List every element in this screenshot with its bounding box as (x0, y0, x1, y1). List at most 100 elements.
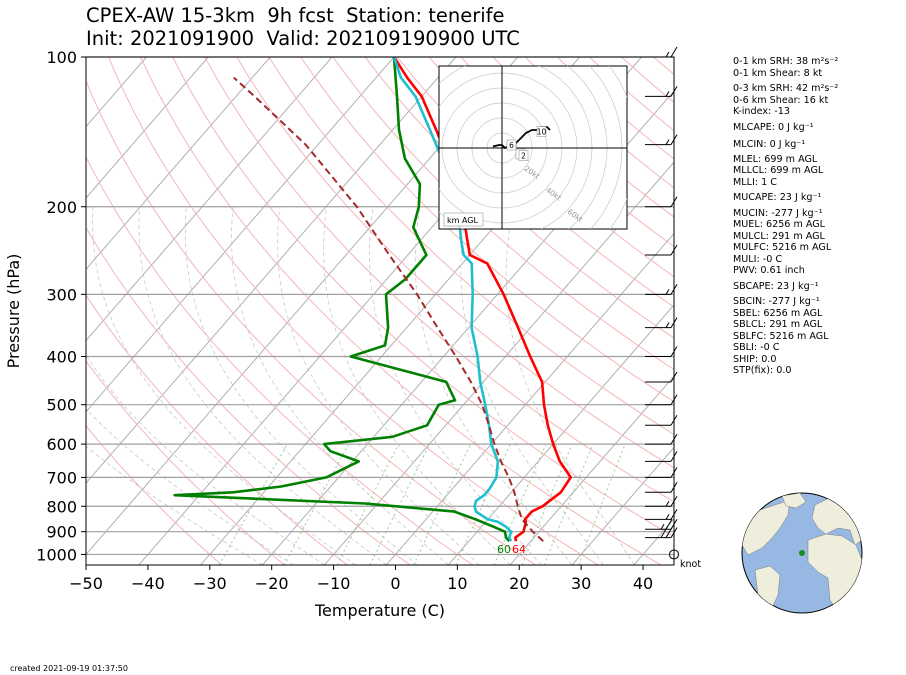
y-tick-label: 300 (46, 285, 77, 304)
wind-barb (645, 451, 678, 462)
wind-barb (645, 519, 678, 530)
skewed-isotherm (385, 232, 674, 565)
barb-half-flag (665, 289, 670, 295)
wind-barbs (645, 46, 679, 560)
barb-full-flag (670, 134, 678, 145)
x-tick-label: −20 (255, 574, 289, 593)
parameter-line: SBCIN: -277 J kg⁻¹ (733, 296, 820, 307)
skewed-isotherm (86, 57, 333, 342)
moist-adiabat (277, 206, 480, 565)
y-tick-label: 1000 (36, 545, 77, 564)
wind-barb (645, 482, 678, 493)
wind-barb (645, 467, 678, 478)
x-axis-label: Temperature (C) (314, 601, 445, 620)
barb-full-flag (670, 346, 678, 357)
parameter-line: SBCAPE: 23 J kg⁻¹ (733, 280, 819, 292)
wind-barb (645, 433, 678, 445)
barb-full-flag (670, 244, 678, 256)
x-tick-label: −10 (317, 574, 351, 593)
parameter-line: SHIP: 0.0 (733, 353, 777, 365)
wind-barb (645, 244, 678, 256)
moist-adiabat (138, 206, 387, 565)
surface-dewpoint-label: 60 (497, 543, 511, 556)
moist-adiabat (92, 206, 356, 565)
x-tick-label: 20 (509, 574, 529, 593)
skewed-isotherm (86, 57, 519, 556)
station-marker (799, 550, 805, 556)
dry-adiabat (86, 79, 536, 565)
moist-adiabat (86, 445, 263, 565)
barb-full-flag (670, 467, 678, 478)
y-tick-label: 800 (46, 497, 77, 516)
y-tick-label: 600 (46, 435, 77, 454)
barb-full-flag (670, 415, 678, 426)
mixing-ratio-line (283, 443, 350, 565)
parameter-line: MUEL: 6256 m AGL (733, 219, 826, 230)
land-greenland (781, 493, 807, 509)
parameter-line: MULI: -0 C (733, 253, 783, 265)
barb-full-flag (670, 46, 678, 58)
dry-adiabat (86, 226, 411, 565)
background-lines (86, 57, 674, 565)
parameter-line: MLCIN: 0 J kg⁻¹ (733, 139, 806, 150)
moist-adiabat (369, 206, 542, 565)
mixing-ratio-line (543, 443, 594, 565)
mixing-ratio-line (493, 443, 547, 565)
parcel-line (233, 76, 544, 542)
skewed-isotherm (324, 161, 674, 565)
dry-adiabat (364, 57, 674, 339)
skewed-isotherm (509, 375, 674, 565)
barb-half-flag (665, 514, 670, 520)
hodograph-inset: 20kt40kt60kt80kt12610km AGL (438, 65, 628, 230)
y-tick-label: 400 (46, 348, 77, 367)
parameter-line: MUCIN: -277 J kg⁻¹ (733, 207, 823, 219)
dry-adiabat (236, 57, 674, 469)
barb-full-flag (670, 495, 678, 507)
barb-full-flag (670, 86, 678, 97)
wind-barb (645, 509, 678, 520)
parameter-line: MULCL: 291 m AGL (733, 230, 825, 242)
moist-adiabat (323, 206, 511, 565)
wind-barb (645, 415, 678, 426)
skewed-isotherm (86, 57, 271, 271)
dry-adiabat (86, 294, 348, 565)
barb-half-flag (665, 91, 670, 97)
surface-temperature-label: 64 (512, 543, 526, 556)
parameter-line: PWV: 0.61 inch (733, 265, 805, 276)
barb-full-flag (665, 519, 673, 530)
wind-barb (645, 134, 678, 146)
parameter-line: SBLFC: 5216 m AGL (733, 330, 829, 342)
parameter-line: 0-3 km SRH: 42 m²s⁻² (733, 83, 839, 94)
barb-half-flag (660, 524, 665, 530)
dry-adiabat (428, 57, 674, 278)
wind-barb (645, 495, 678, 507)
y-tick-label: 500 (46, 396, 77, 415)
parameter-line: MLCAPE: 0 J kg⁻¹ (733, 121, 814, 133)
skewed-isotherm (86, 57, 457, 484)
hodograph-label: km AGL (447, 216, 479, 225)
hodograph-marker-box (536, 126, 547, 137)
wind-barb (645, 284, 678, 295)
hodograph-marker-box (518, 150, 529, 161)
parameter-line: MUCAPE: 23 J kg⁻¹ (733, 192, 822, 203)
skewed-isotherm (86, 57, 209, 199)
parameter-line: SBLI: -0 C (733, 342, 780, 353)
wind-barb (645, 317, 678, 329)
dry-adiabat (204, 57, 674, 503)
barb-half-flag (665, 500, 670, 507)
dry-adiabat (108, 57, 599, 565)
parameter-line: MLEL: 699 m AGL (733, 153, 818, 165)
knot-unit-label: knot (680, 559, 702, 570)
barb-full-flag (670, 519, 678, 530)
x-tick-label: 40 (633, 574, 653, 593)
y-tick-label: 700 (46, 468, 77, 487)
x-tick-label: −50 (69, 574, 103, 593)
barb-full-flag (670, 284, 678, 295)
y-tick-label: 200 (46, 198, 77, 217)
plot-frame (85, 56, 675, 566)
barb-full-flag (670, 527, 678, 538)
parameter-line: MLLI: 1 C (733, 176, 777, 188)
dry-adiabat (332, 57, 674, 371)
y-tick-label: 900 (46, 523, 77, 542)
